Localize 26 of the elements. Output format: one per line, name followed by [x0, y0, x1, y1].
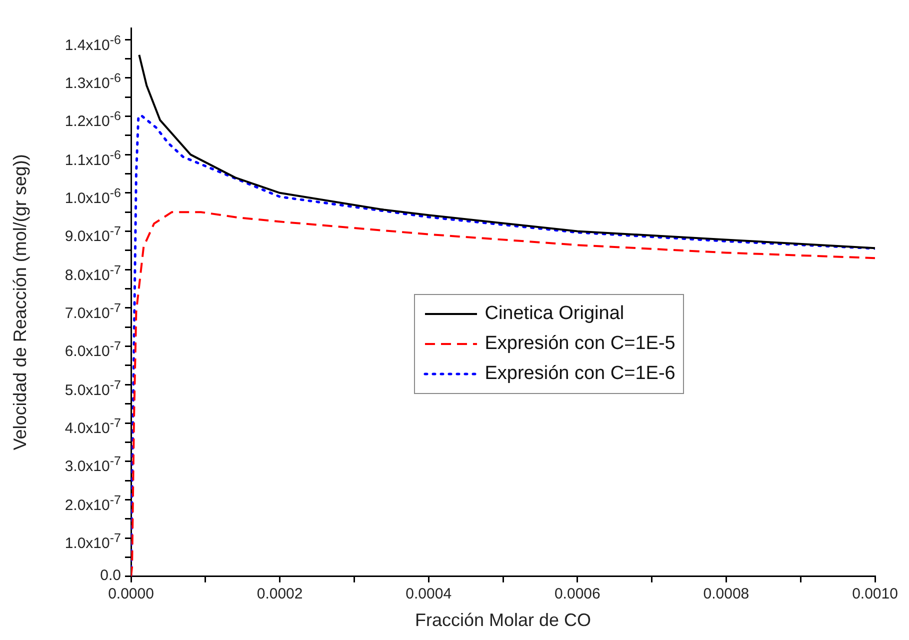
y-tick-label: 1.0x10$^{-6}$ — [64, 184, 121, 207]
y-tick-label: 5.0x10$^{-7}$ — [64, 376, 121, 399]
y-tick-label: 1.0x10$^{-7}$ — [64, 530, 121, 552]
y-tick-label: 6.0x10$^{-7}$ — [64, 338, 121, 360]
y-tick-label: 1.2x10$^{-6}$ — [64, 108, 121, 130]
y-tick-label: 9.0x10$^{-7}$ — [64, 223, 121, 246]
y-tick-label: 1.4x10$^{-6}$ — [64, 32, 121, 54]
y-tick-label: 1.3x10$^{-6}$ — [64, 70, 121, 92]
y-tick-label: 1.1x10$^{-6}$ — [64, 146, 121, 169]
y-tick-label: 4.0x10$^{-7}$ — [64, 415, 121, 437]
y-tick-label: 8.0x10$^{-7}$ — [64, 262, 121, 284]
legend-label: Cinetica Original — [484, 302, 624, 325]
x-tick-label: 0.0010 — [852, 586, 898, 603]
x-tick-label: 0.0008 — [703, 586, 750, 603]
y-tick-label: 3.0x10$^{-7}$ — [64, 453, 121, 476]
y-tick-label: 2.0x10$^{-7}$ — [64, 492, 121, 514]
x-tick-label: 0.0002 — [256, 586, 303, 603]
y-axis-title: Velocidad de Reacción (mol/(gr seg)) — [10, 154, 30, 450]
x-tick-label: 0.0000 — [108, 586, 154, 603]
y-tick-label: 0.0 — [100, 566, 121, 586]
x-axis-title: Fracción Molar de CO — [414, 610, 592, 630]
x-tick-label: 0.0006 — [554, 586, 600, 603]
x-tick-label: 0.0004 — [406, 586, 452, 603]
legend-label: Expresión con C=1E-6 — [484, 362, 676, 385]
legend-label: Expresión con C=1E-5 — [484, 332, 676, 355]
y-tick-label: 7.0x10$^{-7}$ — [64, 300, 121, 322]
